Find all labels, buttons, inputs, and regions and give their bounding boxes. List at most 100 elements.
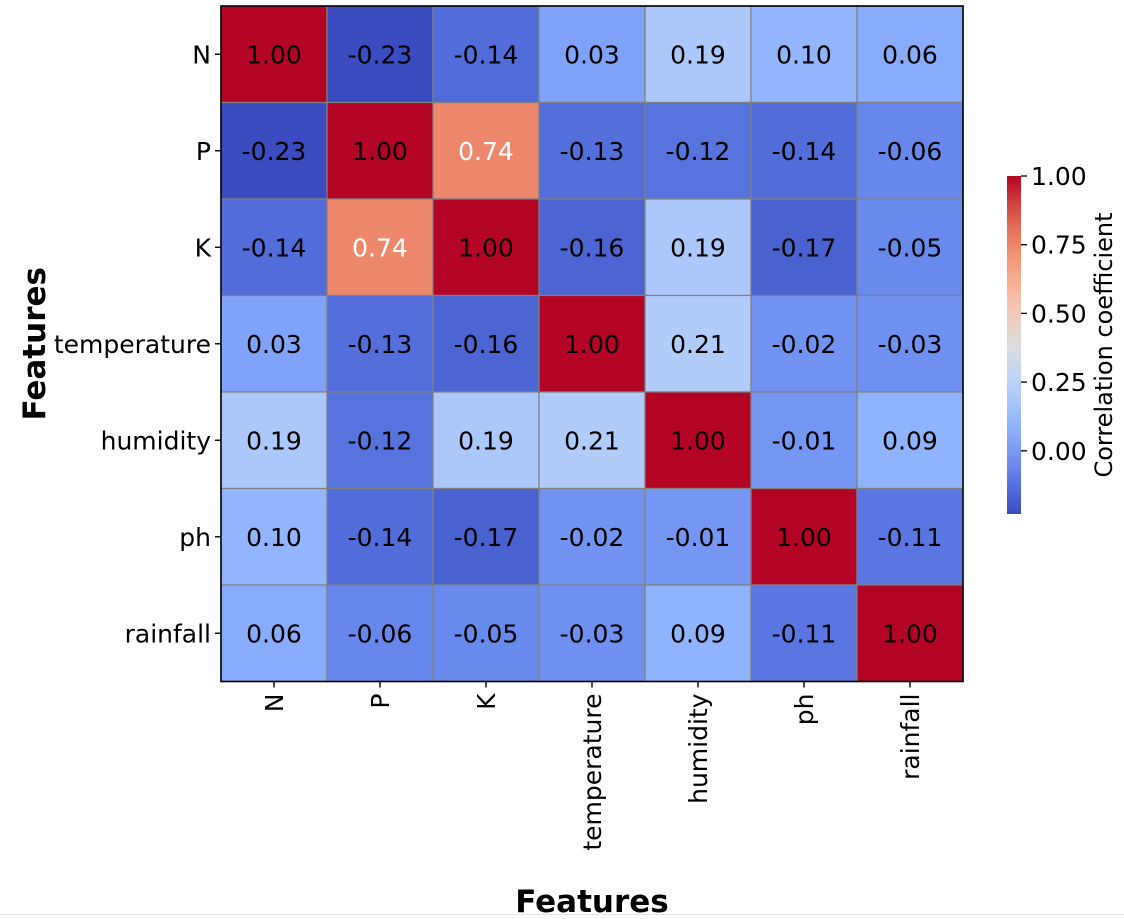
heatmap-cell-N-ph: [750, 5, 858, 104]
x-tick-label-humidity: humidity: [684, 693, 713, 804]
cell-value-label: -0.14: [454, 40, 519, 69]
y-tick-label-rainfall: rainfall: [125, 619, 211, 648]
heatmap-cell-ph-N: [220, 487, 328, 586]
heatmap-cell-N-humidity: [644, 5, 752, 104]
cell-value-label: -0.11: [772, 619, 837, 648]
heatmap-cell-K-ph: [750, 198, 858, 297]
heatmap-cell-P-humidity: [644, 101, 752, 200]
cell-value-label: -0.16: [560, 233, 625, 262]
heatmap-cell-ph-humidity: [644, 487, 752, 586]
heatmap-cell-temperature-temperature: [538, 294, 646, 393]
heatmap-cell-rainfall-temperature: [538, 584, 646, 683]
colorbar: [1007, 176, 1021, 514]
heatmap-cell-P-ph: [750, 101, 858, 200]
cell-value-label: 0.21: [670, 330, 726, 359]
heatmap-cell-rainfall-rainfall: [856, 584, 964, 683]
x-tick-label-rainfall: rainfall: [896, 694, 925, 780]
heatmap-cell-K-P: [326, 198, 434, 297]
cell-value-label: -0.23: [348, 40, 413, 69]
x-tick-label-ph: ph: [790, 694, 819, 726]
heatmap-cell-N-P: [326, 5, 434, 104]
y-tick-label-ph: ph: [179, 523, 211, 552]
heatmap-cell-temperature-N: [220, 294, 328, 393]
heatmap-cell-ph-K: [432, 487, 540, 586]
bottom-divider: [0, 914, 1124, 915]
cell-value-label: -0.03: [560, 619, 625, 648]
cell-value-label: -0.11: [878, 523, 943, 552]
colorbar-tick-label: 0.50: [1031, 299, 1087, 328]
heatmap-cell-K-humidity: [644, 198, 752, 297]
cell-value-label: 0.19: [246, 426, 302, 455]
cell-value-label: 0.10: [776, 40, 832, 69]
heatmap-cell-rainfall-humidity: [644, 584, 752, 683]
cell-value-label: -0.14: [242, 233, 307, 262]
cell-value-label: -0.23: [242, 137, 307, 166]
heatmap-cell-temperature-rainfall: [856, 294, 964, 393]
cell-value-label: -0.02: [772, 330, 837, 359]
heatmap-cell-ph-rainfall: [856, 487, 964, 586]
heatmap-cell-rainfall-ph: [750, 584, 858, 683]
heatmap-cell-K-K: [432, 198, 540, 297]
cell-value-label: 0.03: [246, 330, 302, 359]
heatmap-cell-humidity-rainfall: [856, 391, 964, 490]
heatmap-cell-humidity-N: [220, 391, 328, 490]
colorbar-tick-label: 0.25: [1031, 368, 1087, 397]
cell-value-label: -0.13: [560, 137, 625, 166]
cell-value-label: 0.03: [564, 40, 620, 69]
cell-value-label: 1.00: [458, 233, 514, 262]
cell-value-label: 1.00: [246, 40, 302, 69]
cell-value-label: 0.09: [882, 426, 938, 455]
heatmap-cell-N-temperature: [538, 5, 646, 104]
heatmap-cell-ph-P: [326, 487, 434, 586]
colorbar-label: Correlation coefficient: [1090, 212, 1118, 477]
y-tick-label-P: P: [196, 137, 211, 166]
cell-value-label: 1.00: [670, 426, 726, 455]
colorbar-tick-label: 0.00: [1031, 437, 1087, 466]
y-axis-title: Features: [17, 267, 53, 421]
cell-value-label: 0.19: [670, 40, 726, 69]
x-tick-label-N: N: [260, 694, 289, 713]
cell-value-label: 0.19: [670, 233, 726, 262]
x-tick-label-temperature: temperature: [578, 694, 607, 851]
cell-value-label: -0.05: [878, 233, 943, 262]
x-axis-title: Features: [515, 884, 669, 919]
cell-value-label: -0.02: [560, 523, 625, 552]
cell-value-label: 0.74: [352, 233, 408, 262]
cell-value-label: -0.01: [666, 523, 731, 552]
heatmap-cell-P-K: [432, 101, 540, 200]
cell-value-label: 0.21: [564, 426, 620, 455]
cell-value-label: 0.10: [246, 523, 302, 552]
cell-value-label: -0.14: [348, 523, 413, 552]
cell-value-label: -0.12: [666, 137, 731, 166]
cell-value-label: 0.09: [670, 619, 726, 648]
cell-value-label: -0.01: [772, 426, 837, 455]
heatmap-cell-humidity-K: [432, 391, 540, 490]
cell-value-label: 0.19: [458, 426, 514, 455]
cell-value-label: 0.06: [246, 619, 302, 648]
x-tick-label-P: P: [366, 694, 395, 709]
cell-value-label: 1.00: [776, 523, 832, 552]
colorbar-tick-label: 1.00: [1031, 162, 1087, 191]
cell-value-label: -0.13: [348, 330, 413, 359]
heatmap-cell-rainfall-K: [432, 584, 540, 683]
cell-value-label: -0.14: [772, 137, 837, 166]
cell-value-label: -0.03: [878, 330, 943, 359]
x-tick-label-K: K: [472, 693, 501, 710]
cell-value-label: -0.16: [454, 330, 519, 359]
heatmap-cell-temperature-ph: [750, 294, 858, 393]
y-tick-label-temperature: temperature: [54, 330, 211, 359]
heatmap-cell-N-N: [220, 5, 328, 104]
cell-value-label: -0.17: [454, 523, 519, 552]
heatmap-cell-K-temperature: [538, 198, 646, 297]
heatmap-cell-rainfall-N: [220, 584, 328, 683]
y-tick-label-K: K: [195, 233, 212, 262]
cell-value-label: -0.05: [454, 619, 519, 648]
heatmap-cell-K-rainfall: [856, 198, 964, 297]
cell-value-label: 1.00: [564, 330, 620, 359]
cell-value-label: 1.00: [352, 137, 408, 166]
heatmap-cell-P-rainfall: [856, 101, 964, 200]
heatmap-cell-ph-temperature: [538, 487, 646, 586]
cell-value-label: -0.06: [348, 619, 413, 648]
